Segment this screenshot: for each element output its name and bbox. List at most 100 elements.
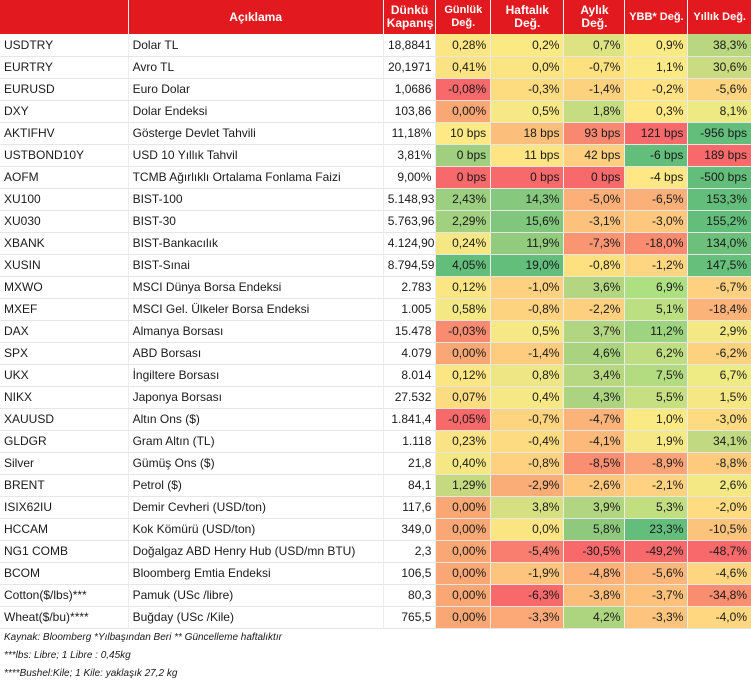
weekly-change-cell: -1,0%	[490, 276, 564, 299]
table-body: USDTRY Dolar TL 18,8841 0,28% 0,2% 0,7% 0,9% 38…	[0, 34, 751, 629]
weekly-change-cell: 3,8%	[490, 496, 564, 519]
monthly-change-cell: -3,1%	[563, 210, 625, 233]
yearly-change-cell: 34,1%	[687, 430, 751, 453]
table-row: AKTIFHV Gösterge Devlet Tahvili 11,18% 10 b…	[0, 122, 751, 145]
header-ytd: YBB* Değ.	[624, 0, 688, 34]
description-cell: Avro TL	[127, 56, 384, 79]
yearly-change-cell: -6,2%	[687, 342, 751, 365]
daily-change-cell: -0,03%	[435, 320, 491, 343]
weekly-change-cell: -1,9%	[490, 562, 564, 585]
ytd-change-cell: 1,0%	[624, 408, 688, 431]
daily-change-cell: 0,07%	[435, 386, 491, 409]
header-close-line2: Kapanış	[386, 16, 434, 30]
weekly-change-cell: 0,8%	[490, 364, 564, 387]
table-row: MXWO MSCI Dünya Borsa Endeksi 2.783 0,12% -1…	[0, 276, 751, 299]
close-cell: 2,3	[382, 540, 436, 563]
monthly-change-cell: -4,7%	[563, 408, 625, 431]
close-cell: 5.763,96	[382, 210, 436, 233]
symbol-cell: HCCAM	[0, 518, 129, 541]
description-cell: BIST-Sınai	[127, 254, 384, 277]
close-cell: 27.532	[382, 386, 436, 409]
symbol-cell: MXEF	[0, 298, 129, 321]
close-cell: 1.841,4	[382, 408, 436, 431]
monthly-change-cell: -2,2%	[563, 298, 625, 321]
description-cell: Euro Dolar	[127, 78, 384, 101]
close-cell: 20,1971	[382, 56, 436, 79]
ytd-change-cell: 11,2%	[624, 320, 688, 343]
monthly-change-cell: 3,9%	[563, 496, 625, 519]
ytd-change-cell: -4 bps	[624, 166, 688, 189]
ytd-change-cell: 5,5%	[624, 386, 688, 409]
description-cell: Doğalgaz ABD Henry Hub (USD/mn BTU)	[127, 540, 384, 563]
monthly-change-cell: 4,3%	[563, 386, 625, 409]
daily-change-cell: 0,40%	[435, 452, 491, 475]
header-weekly-line2: Değ.	[514, 16, 541, 30]
weekly-change-cell: 0,4%	[490, 386, 564, 409]
monthly-change-cell: 93 bps	[563, 122, 625, 145]
description-cell: Bloomberg Emtia Endeksi	[127, 562, 384, 585]
symbol-cell: USTBOND10Y	[0, 144, 129, 167]
monthly-change-cell: -0,7%	[563, 56, 625, 79]
symbol-cell: BCOM	[0, 562, 129, 585]
ytd-change-cell: 1,1%	[624, 56, 688, 79]
daily-change-cell: -0,08%	[435, 78, 491, 101]
daily-change-cell: 0,23%	[435, 430, 491, 453]
daily-change-cell: 2,43%	[435, 188, 491, 211]
close-cell: 1.005	[382, 298, 436, 321]
header-close-line1: Dünkü	[390, 3, 429, 17]
monthly-change-cell: -0,8%	[563, 254, 625, 277]
yearly-change-cell: -10,5%	[687, 518, 751, 541]
table-row: XU100 BIST-100 5.148,93 2,43% 14,3% -5,0% -6,5…	[0, 188, 751, 211]
close-cell: 4.124,90	[382, 232, 436, 255]
daily-change-cell: 0,28%	[435, 34, 491, 57]
ytd-change-cell: -8,9%	[624, 452, 688, 475]
close-cell: 8.794,59	[382, 254, 436, 277]
table-row: XBANK BIST-Bankacılık 4.124,90 0,24% 11,9% -7…	[0, 232, 751, 255]
description-cell: Dolar Endeksi	[127, 100, 384, 123]
footnote-bushel: ****Bushel:Kile; 1 Kile: yaklaşık 27,2 k…	[4, 667, 178, 679]
symbol-cell: XU030	[0, 210, 129, 233]
yearly-change-cell: 147,5%	[687, 254, 751, 277]
daily-change-cell: 0,12%	[435, 276, 491, 299]
weekly-change-cell: -3,3%	[490, 606, 564, 629]
yearly-change-cell: -6,7%	[687, 276, 751, 299]
ytd-change-cell: 7,5%	[624, 364, 688, 387]
ytd-change-cell: -6 bps	[624, 144, 688, 167]
description-cell: Japonya Borsası	[127, 386, 384, 409]
header-description: Açıklama	[127, 0, 384, 34]
monthly-change-cell: -7,3%	[563, 232, 625, 255]
weekly-change-cell: 18 bps	[490, 122, 564, 145]
description-cell: BIST-100	[127, 188, 384, 211]
symbol-cell: SPX	[0, 342, 129, 365]
yearly-change-cell: -2,0%	[687, 496, 751, 519]
monthly-change-cell: 4,6%	[563, 342, 625, 365]
weekly-change-cell: 14,3%	[490, 188, 564, 211]
yearly-change-cell: 6,7%	[687, 364, 751, 387]
header-symbol	[0, 0, 129, 34]
description-cell: ABD Borsası	[127, 342, 384, 365]
daily-change-cell: 0,00%	[435, 584, 491, 607]
symbol-cell: BRENT	[0, 474, 129, 497]
symbol-cell: DAX	[0, 320, 129, 343]
weekly-change-cell: -5,4%	[490, 540, 564, 563]
yearly-change-cell: 134,0%	[687, 232, 751, 255]
close-cell: 8.014	[382, 364, 436, 387]
weekly-change-cell: 11,9%	[490, 232, 564, 255]
ytd-change-cell: -6,5%	[624, 188, 688, 211]
monthly-change-cell: 3,7%	[563, 320, 625, 343]
yearly-change-cell: 2,6%	[687, 474, 751, 497]
yearly-change-cell: 189 bps	[687, 144, 751, 167]
ytd-change-cell: 23,3%	[624, 518, 688, 541]
close-cell: 765,5	[382, 606, 436, 629]
yearly-change-cell: -34,8%	[687, 584, 751, 607]
daily-change-cell: 0,00%	[435, 540, 491, 563]
ytd-change-cell: -0,2%	[624, 78, 688, 101]
symbol-cell: GLDGR	[0, 430, 129, 453]
yearly-change-cell: 2,9%	[687, 320, 751, 343]
daily-change-cell: 0 bps	[435, 144, 491, 167]
close-cell: 349,0	[382, 518, 436, 541]
symbol-cell: USDTRY	[0, 34, 129, 57]
daily-change-cell: 1,29%	[435, 474, 491, 497]
header-weekly-line1: Haftalık	[505, 3, 549, 17]
description-cell: Buğday (USc /Kile)	[127, 606, 384, 629]
